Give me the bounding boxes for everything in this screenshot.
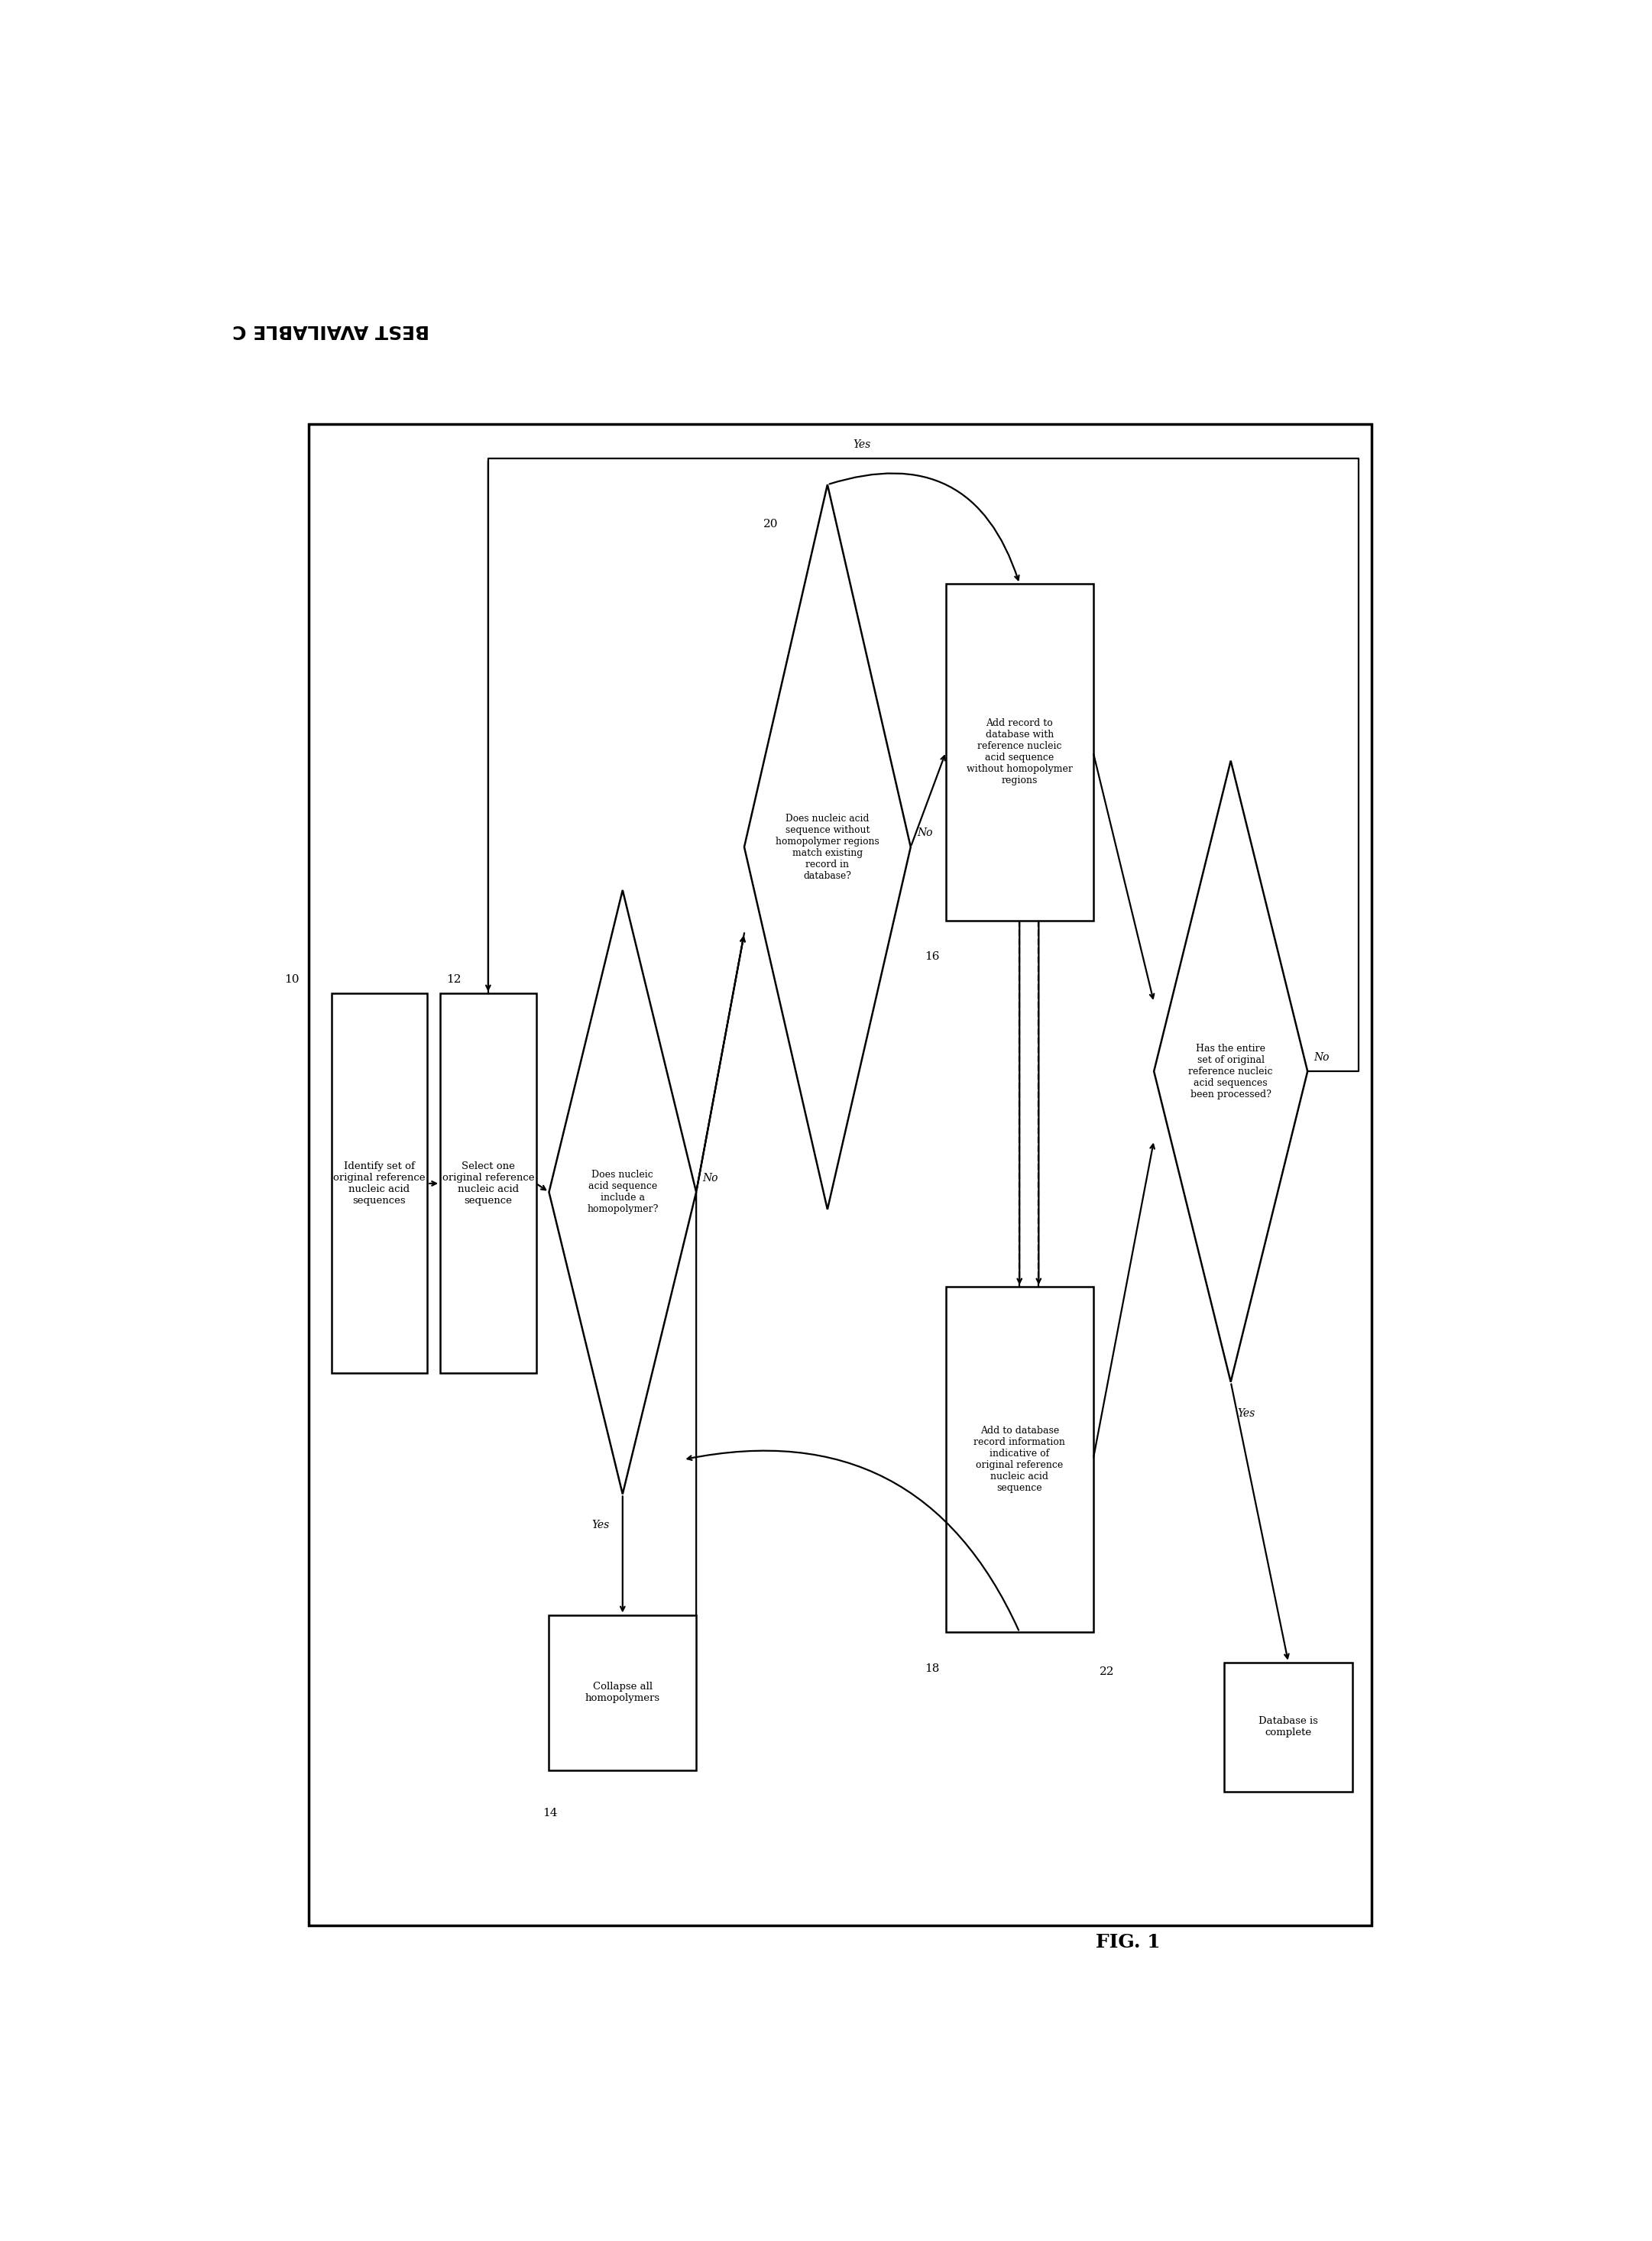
FancyBboxPatch shape	[1224, 1663, 1353, 1793]
Text: Add to database
record information
indicative of
original reference
nucleic acid: Add to database record information indic…	[973, 1425, 1066, 1493]
Text: Identify set of
original reference
nucleic acid
sequences: Identify set of original reference nucle…	[334, 1161, 425, 1206]
Text: BEST AVAILABLE C: BEST AVAILABLE C	[231, 320, 430, 338]
Text: Select one
original reference
nucleic acid
sequence: Select one original reference nucleic ac…	[443, 1161, 534, 1206]
Text: Collapse all
homopolymers: Collapse all homopolymers	[585, 1681, 661, 1703]
FancyBboxPatch shape	[947, 585, 1094, 921]
Text: No: No	[1313, 1051, 1330, 1062]
Text: Yes: Yes	[852, 439, 871, 450]
Text: Database is
complete: Database is complete	[1259, 1717, 1318, 1737]
Text: 18: 18	[925, 1663, 940, 1674]
Text: Yes: Yes	[591, 1519, 610, 1531]
Text: 16: 16	[925, 952, 940, 961]
Text: 12: 12	[446, 975, 461, 986]
FancyBboxPatch shape	[332, 993, 428, 1374]
FancyBboxPatch shape	[548, 1616, 695, 1770]
Text: Has the entire
set of original
reference nucleic
acid sequences
been processed?: Has the entire set of original reference…	[1188, 1044, 1274, 1098]
Text: Yes: Yes	[1237, 1407, 1256, 1419]
Text: 22: 22	[1100, 1667, 1115, 1676]
FancyBboxPatch shape	[439, 993, 537, 1374]
Polygon shape	[1153, 760, 1308, 1383]
Text: No: No	[917, 827, 933, 838]
Bar	[309, 424, 1371, 1925]
Text: Add record to
database with
reference nucleic
acid sequence
without homopolymer
: Add record to database with reference nu…	[966, 719, 1072, 787]
FancyBboxPatch shape	[947, 1286, 1094, 1631]
Text: 20: 20	[763, 520, 778, 529]
Text: No: No	[702, 1172, 719, 1183]
Polygon shape	[743, 484, 910, 1210]
Text: FIG. 1: FIG. 1	[1095, 1934, 1161, 1952]
Text: 14: 14	[542, 1808, 557, 1820]
Text: Does nucleic acid
sequence without
homopolymer regions
match existing
record in
: Does nucleic acid sequence without homop…	[775, 813, 879, 881]
Text: 10: 10	[284, 975, 299, 986]
Polygon shape	[548, 890, 695, 1495]
Text: Does nucleic
acid sequence
include a
homopolymer?: Does nucleic acid sequence include a hom…	[586, 1170, 657, 1215]
